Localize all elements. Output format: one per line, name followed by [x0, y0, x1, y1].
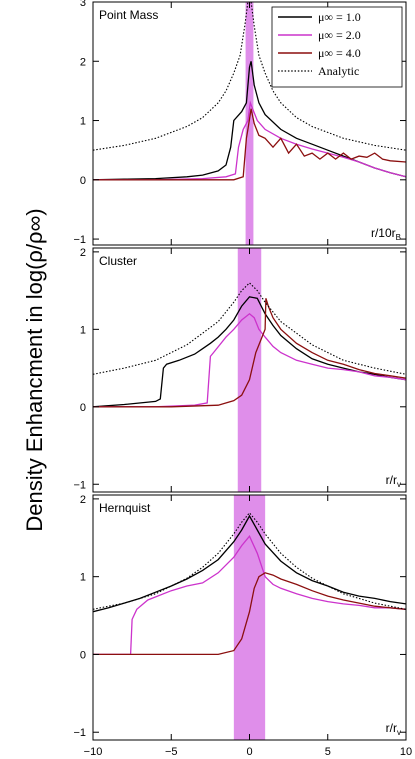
series-line--2-0	[93, 534, 406, 656]
shaded-band	[237, 248, 262, 492]
shaded-band	[245, 2, 254, 245]
y-tick-label: 0	[80, 175, 86, 187]
y-tick-label: −1	[73, 234, 86, 246]
y-tick-label: 2	[80, 494, 86, 506]
series-line--1-0	[93, 514, 406, 613]
y-tick-label: 3	[80, 0, 86, 9]
y-tick-label: −1	[73, 727, 86, 739]
x-tick-label: −10	[84, 746, 103, 758]
x-axis-label: r/rv	[386, 473, 401, 489]
series-line--1-0	[93, 61, 406, 181]
y-tick-label: 2	[80, 56, 86, 68]
panel-point-mass: −1 0 1 2 3 Point Mass r/10rB	[73, 0, 407, 246]
legend-label: μ∞ = 4.0	[318, 46, 361, 60]
panel-title: Point Mass	[99, 8, 158, 22]
x-tick-label: 0	[246, 746, 252, 758]
series-line-analytic	[93, 2, 406, 151]
panel-title: Cluster	[99, 254, 137, 268]
legend-label: μ∞ = 1.0	[318, 10, 361, 24]
series-line--2-0	[93, 312, 406, 408]
series-line--1-0	[93, 296, 406, 408]
y-tick-label: 1	[80, 572, 86, 584]
x-tick-label: 10	[400, 746, 412, 758]
series-line-analytic	[93, 282, 406, 375]
legend-box	[271, 6, 403, 88]
y-tick-label: 1	[80, 116, 86, 128]
series-line--4-0	[93, 108, 406, 181]
x-axis-label: r/rv	[386, 721, 401, 737]
panel-title: Hernquist	[99, 501, 151, 515]
legend-label: Analytic	[318, 64, 359, 78]
y-axis-label: Density Enhancment in log(ρ/ρ∞)	[22, 208, 47, 531]
y-tick-label: 1	[80, 324, 86, 336]
series-line--4-0	[93, 572, 406, 656]
y-tick-label: 2	[80, 247, 86, 259]
panel-cluster: −1 0 1 2 Cluster r/rv	[73, 247, 407, 493]
x-tick-label: 5	[325, 746, 331, 758]
series-line--2-0	[93, 100, 406, 181]
x-tick-label: −5	[165, 746, 178, 758]
shaded-band	[233, 495, 266, 740]
y-tick-label: 0	[80, 402, 86, 414]
y-tick-label: −1	[73, 479, 86, 491]
y-tick-label: 0	[80, 649, 86, 661]
x-axis-label: r/10rB	[371, 226, 401, 242]
legend-label: μ∞ = 2.0	[318, 28, 361, 42]
legend: μ∞ = 1.0 μ∞ = 2.0 μ∞ = 4.0 Analytic	[271, 6, 403, 88]
